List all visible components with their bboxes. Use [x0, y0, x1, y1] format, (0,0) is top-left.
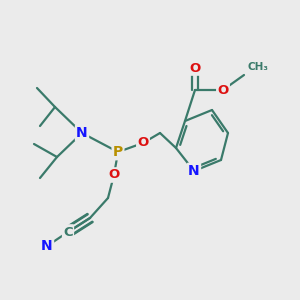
Text: O: O	[108, 169, 120, 182]
Text: O: O	[189, 61, 201, 74]
Text: N: N	[41, 239, 53, 253]
Text: N: N	[76, 126, 88, 140]
Text: P: P	[113, 145, 123, 159]
Text: O: O	[137, 136, 148, 149]
Text: CH₃: CH₃	[247, 62, 268, 72]
Text: N: N	[188, 164, 200, 178]
Text: C: C	[63, 226, 73, 238]
Text: O: O	[218, 83, 229, 97]
